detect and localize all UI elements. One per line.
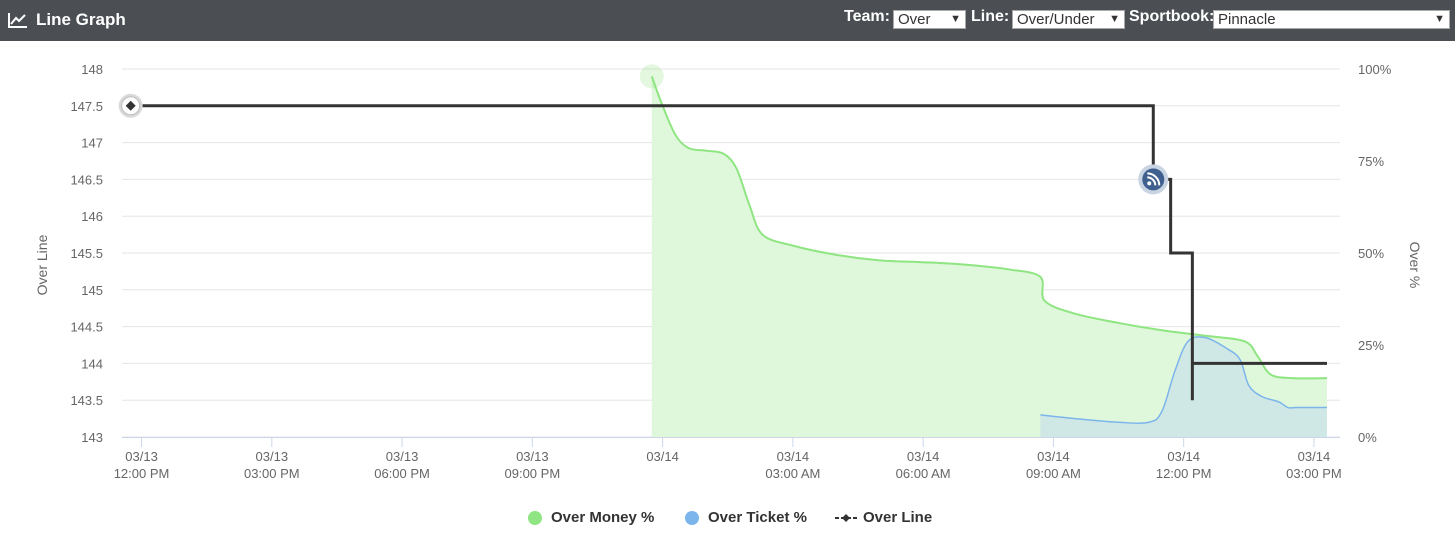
y-tick-label: 143 — [81, 430, 103, 445]
legend-label-money: Over Money % — [551, 509, 655, 526]
line-select[interactable]: Over/Under ▼ — [1012, 10, 1125, 29]
y-tick-label: 145.5 — [70, 246, 103, 261]
team-label: Team: — [844, 8, 890, 25]
x-tick-date: 03/13 — [516, 449, 549, 464]
legend-item-money[interactable]: Over Money % — [528, 509, 654, 526]
triangle-down-icon: ▼ — [1434, 13, 1445, 25]
line-select-value: Over/Under — [1017, 11, 1095, 28]
legend-item-line[interactable]: Over Line — [835, 509, 932, 526]
x-tick-time: 03:00 PM — [1286, 466, 1342, 481]
x-tick-time: 06:00 PM — [374, 466, 430, 481]
series-line-ticket — [1040, 336, 1327, 425]
y-tick-label: 144.5 — [70, 320, 103, 335]
x-tick-date: 03/14 — [1037, 449, 1070, 464]
x-tick-date: 03/14 — [1298, 449, 1331, 464]
x-tick-date: 03/13 — [256, 449, 289, 464]
y2-tick-label: 100% — [1358, 62, 1392, 77]
legend-line-marker — [835, 513, 857, 522]
chart-title-text: Line Graph — [36, 10, 126, 29]
y-tick-label: 146 — [81, 209, 103, 224]
y-tick-label: 146.5 — [70, 172, 103, 187]
x-tick-time: 03:00 PM — [244, 466, 300, 481]
y2-axis-title: Over % — [1407, 242, 1423, 289]
x-tick-date: 03/14 — [1167, 449, 1200, 464]
y2-tick-label: 75% — [1358, 154, 1384, 169]
x-tick-date: 03/14 — [907, 449, 940, 464]
y2-tick-label: 0% — [1358, 430, 1377, 445]
point-money-start — [639, 64, 664, 89]
legend-label-line: Over Line — [863, 509, 933, 526]
x-tick-date: 03/14 — [777, 449, 810, 464]
rss-icon-arc-outer — [1147, 172, 1161, 186]
area-money — [651, 76, 1327, 438]
line-chart-icon — [8, 13, 27, 28]
rss-icon-arc-inner — [1147, 176, 1157, 186]
x-tick-time: 03:00 AM — [765, 466, 820, 481]
x-tick-time: 12:00 PM — [1156, 466, 1212, 481]
sportsbook-select[interactable]: Pinnacle ▼ — [1213, 10, 1450, 29]
y-tick-label: 148 — [81, 62, 103, 77]
rss-icon-dot — [1147, 181, 1152, 186]
triangle-down-icon: ▼ — [1109, 13, 1120, 25]
x-tick-date: 03/13 — [125, 449, 158, 464]
x-tick-time: 12:00 PM — [114, 466, 170, 481]
x-tick-date: 03/14 — [646, 449, 679, 464]
line-chart: 148 147.5 147 146.5 146 145.5 145 144.5 144 143.5… — [34, 62, 1423, 481]
legend-dot-ticket — [685, 510, 699, 525]
legend-label-ticket: Over Ticket % — [708, 509, 807, 526]
line-label: Line: — [971, 8, 1010, 25]
series-line-money — [650, 76, 1327, 380]
y-tick-label: 147 — [81, 136, 103, 151]
y-tick-label: 147.5 — [70, 99, 103, 114]
triangle-down-icon: ▼ — [950, 13, 961, 25]
y2-tick-label: 25% — [1358, 338, 1384, 353]
series-line-over-line — [130, 104, 1327, 401]
point-line-start — [125, 100, 136, 111]
area-ticket — [1040, 336, 1327, 437]
team-select[interactable]: Over ▼ — [893, 10, 966, 29]
team-select-value: Over — [898, 11, 931, 28]
y-tick-label: 144 — [81, 356, 103, 371]
x-tick-time: 09:00 PM — [505, 466, 561, 481]
x-tick-time: 09:00 AM — [1026, 466, 1081, 481]
y-axis-title: Over Line — [34, 234, 50, 295]
sportsbook-label: Sportbook: — [1129, 8, 1215, 25]
x-tick-date: 03/13 — [386, 449, 419, 464]
sportsbook-select-value: Pinnacle — [1218, 11, 1276, 28]
chart-title: Line Graph — [8, 9, 126, 31]
y-tick-label: 145 — [81, 283, 103, 298]
y2-tick-label: 50% — [1358, 246, 1384, 261]
legend-dot-money — [528, 510, 542, 525]
legend-item-ticket[interactable]: Over Ticket % — [685, 509, 807, 526]
chart-header: Line Graph Team: Over ▼ Line: Over/Under… — [0, 0, 1455, 41]
y-tick-label: 143.5 — [70, 393, 103, 408]
x-tick-time: 06:00 AM — [896, 466, 951, 481]
